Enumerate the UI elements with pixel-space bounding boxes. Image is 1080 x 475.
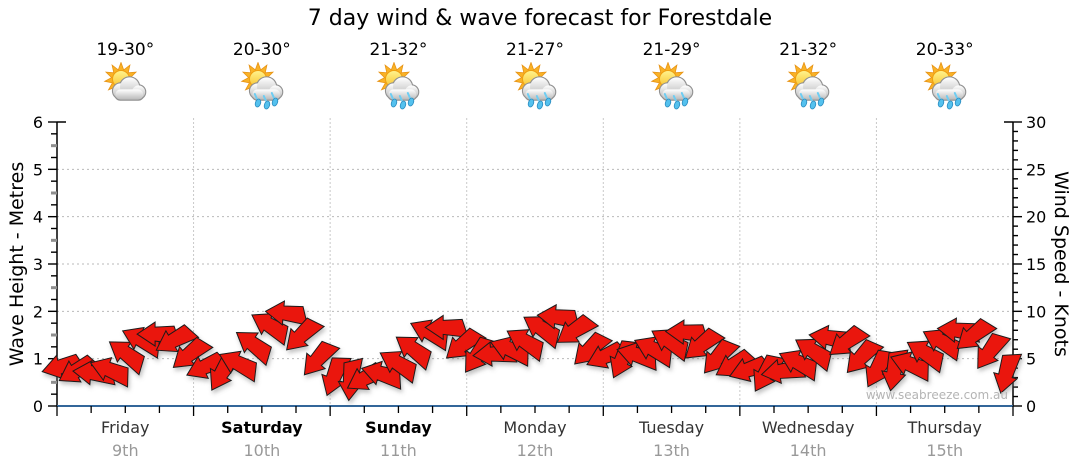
wind-arrow [556,313,600,343]
day-name-label: Wednesday [761,418,855,437]
wind-arrow [186,351,231,379]
day-date-label: 11th [380,441,417,460]
showers-icon [923,61,967,110]
left-tick-label: 4 [33,208,43,227]
wind-arrow [993,353,1023,395]
wind-arrow [89,356,129,388]
day-date-label: 10th [243,441,281,460]
left-tick-label: 0 [33,397,43,416]
partly-cloudy-icon [103,61,147,101]
left-tick-label: 2 [33,302,43,321]
rain-drops [526,92,552,110]
wind-arrow [108,341,145,376]
day-name-label: Monday [503,418,567,437]
day-temperature-range: 21-32° [779,40,838,60]
day-name-label: Tuesday [639,418,705,437]
day-name-label: Friday [101,418,150,437]
right-tick-label: 30 [1026,113,1046,132]
wind-arrow [728,355,775,383]
weather-icon-wrap [648,61,696,114]
wind-arrow [172,336,214,368]
weather-icon-wrap [374,61,422,114]
wind-arrow [506,329,544,363]
weather-icon-wrap [784,61,832,114]
day-name-label: Thursday [907,418,982,437]
rain-drops [799,92,825,110]
wind-arrow [235,331,272,367]
wind-arrow [651,329,689,363]
wind-arrow [977,332,1012,370]
wind-arrow [523,316,561,350]
wind-arrow [218,350,258,383]
right-tick-label: 5 [1026,350,1036,369]
showers-icon [376,61,420,110]
day-temperature-range: 20-33° [915,40,974,60]
wind-arrow [922,329,961,362]
left-tick-label: 3 [33,255,43,274]
wind-arrow [155,324,200,353]
rain-drops [390,92,415,110]
day-date-label: 12th [516,441,554,460]
showers-icon [786,61,830,110]
wind-arrow [395,336,432,371]
day-date-label: 13th [653,441,690,460]
day-temperature-range: 21-27° [506,40,564,60]
wind-arrow [286,317,326,351]
day-date-label: 9th [111,441,139,460]
day-temperature-range: 19-30° [96,40,155,60]
day-date-label: 14th [789,441,827,460]
wind-arrow [303,340,341,376]
wind-arrow [445,327,487,359]
left-tick-label: 1 [33,350,43,369]
right-tick-label: 0 [1026,397,1036,416]
wind-arrow [829,324,871,356]
wind-arrow [264,300,309,326]
day-temperature-range: 20-30° [232,40,291,60]
weather-icon-wrap [238,61,286,114]
right-tick-label: 10 [1026,302,1046,321]
day-name-label: Saturday [221,418,303,437]
wind-arrow [536,303,580,330]
wind-arrow-series [41,300,1023,402]
right-tick-label: 20 [1026,208,1046,227]
weather-icon-wrap [921,61,969,114]
day-temperature-range: 21-29° [642,40,701,60]
showers-icon [513,61,557,110]
day-temperature-range: 21-32° [369,40,428,60]
rain-drops [663,92,688,110]
wind-arrow [379,350,417,384]
left-tick-label: 6 [33,113,43,132]
wind-arrow [795,338,832,373]
wind-arrow [684,327,726,359]
page-title: 7 day wind & wave forecast for Forestdal… [307,6,773,31]
right-tick-label: 25 [1026,160,1046,179]
wind-arrow [424,314,469,341]
wind-arrow [956,317,998,350]
showers-icon [650,61,693,110]
rain-drops [253,92,279,110]
wind-arrow [906,340,945,374]
day-name-label: Sunday [365,418,432,437]
rain-drops [936,92,961,110]
left-tick-label: 5 [33,160,43,179]
right-tick-label: 15 [1026,255,1046,274]
wind-arrow [251,313,289,347]
weather-icon-wrap [101,61,149,114]
wind-arrow [41,353,88,380]
watermark: www.seabreeze.com.au [865,388,1008,402]
day-date-label: 15th [926,441,964,460]
weather-icon-wrap [511,61,559,114]
showers-icon [240,61,284,110]
